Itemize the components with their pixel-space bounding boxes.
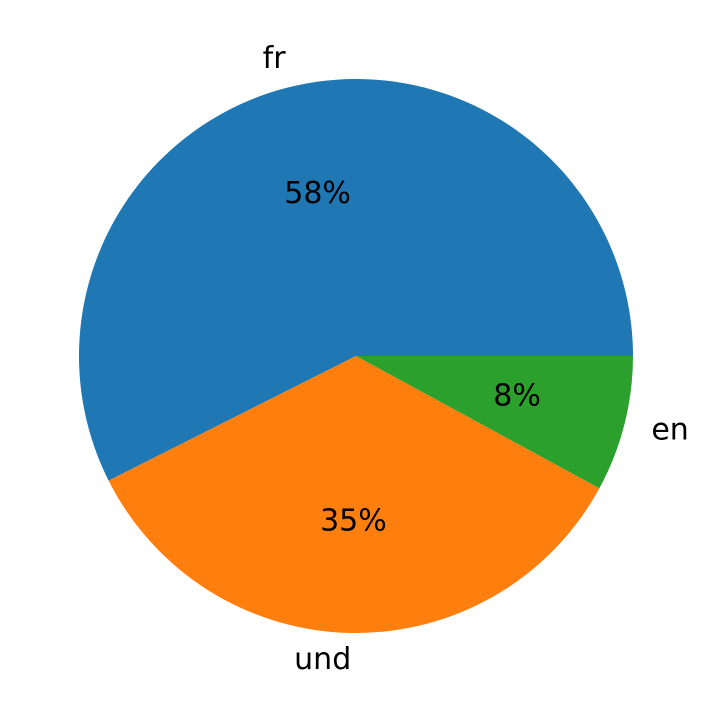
wedge-label: fr [263,41,287,76]
pie-wedge [78,78,633,481]
percent-label: 35% [320,504,387,539]
pie-wedge [108,356,600,633]
wedge-label: en [651,413,688,448]
percent-label: 8% [493,378,541,413]
pie-wedge [356,356,633,489]
percent-label: 58% [284,176,351,211]
wedge-label: und [294,642,351,677]
